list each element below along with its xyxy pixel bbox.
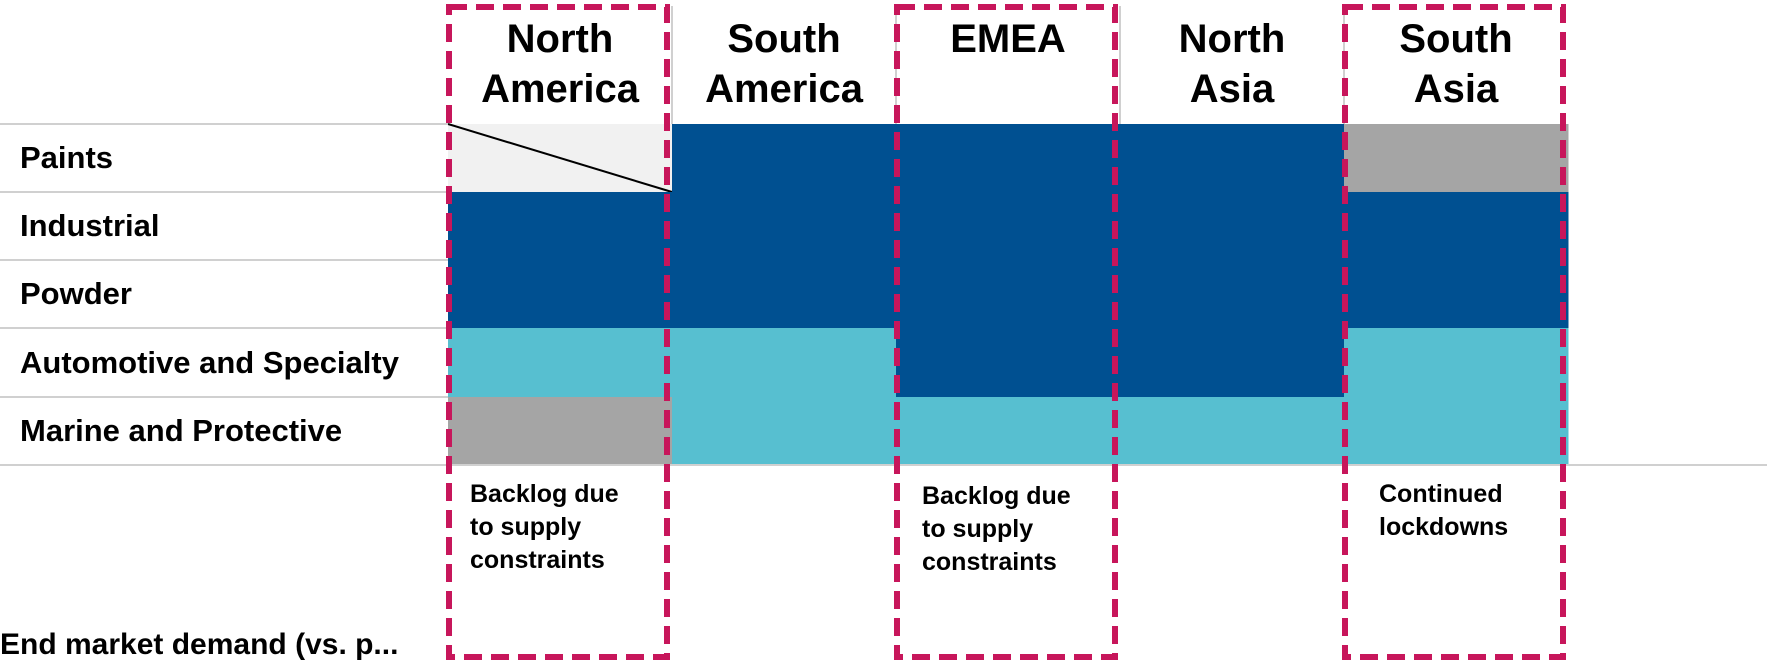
cell-automotive-and-specialty-south-asia <box>1344 328 1569 398</box>
region-header-south-asia: South Asia <box>1399 17 1513 111</box>
cell-paints-south-america <box>672 124 897 193</box>
segment-label-paints: Paints <box>20 140 114 175</box>
cell-automotive-and-specialty-emea <box>896 328 1121 398</box>
segment-label-powder: Powder <box>20 276 132 311</box>
cell-powder-south-asia <box>1344 260 1569 329</box>
cell-industrial-south-asia <box>1344 192 1569 261</box>
highlight-frame-emea <box>894 4 1118 660</box>
cell-powder-emea <box>896 260 1121 329</box>
cell-powder-north-asia <box>1120 260 1345 329</box>
highlight-note-south-asia: Continued lockdowns <box>1379 480 1509 541</box>
cell-marine-and-protective-north-america <box>448 397 673 466</box>
cell-paints-emea <box>896 124 1121 193</box>
cell-paints-south-asia <box>1344 124 1569 193</box>
cell-automotive-and-specialty-south-america <box>672 328 897 398</box>
highlight-note-north-america: Backlog due to supply constraints <box>470 480 619 574</box>
cell-powder-north-america <box>448 260 673 329</box>
cell-paints-north-asia <box>1120 124 1345 193</box>
cell-industrial-north-asia <box>1120 192 1345 261</box>
cell-marine-and-protective-south-america <box>672 397 897 466</box>
region-header-north-asia: North Asia <box>1178 17 1286 111</box>
highlight-frame-north-america <box>446 4 670 660</box>
cell-automotive-and-specialty-north-america <box>448 328 673 398</box>
region-header-north-america: North America <box>481 17 639 111</box>
highlight-frame-south-asia <box>1342 4 1566 660</box>
cell-marine-and-protective-north-asia <box>1120 397 1345 466</box>
cell-industrial-south-america <box>672 192 897 261</box>
segment-label-industrial: Industrial <box>20 208 160 243</box>
cell-marine-and-protective-emea <box>896 397 1121 466</box>
cell-industrial-emea <box>896 192 1121 261</box>
cell-marine-and-protective-south-asia <box>1344 397 1569 466</box>
segment-label-marine-and-protective: Marine and Protective <box>20 413 343 448</box>
cell-powder-south-america <box>672 260 897 329</box>
cell-automotive-and-specialty-north-asia <box>1120 328 1345 398</box>
cell-industrial-north-america <box>448 192 673 261</box>
region-header-south-america: South America <box>705 17 863 111</box>
footnote: End market demand (vs. p... <box>0 628 399 661</box>
region-header-emea: EMEA <box>950 17 1066 61</box>
segment-label-automotive-and-specialty: Automotive and Specialty <box>20 344 399 380</box>
not-applicable-diagonal <box>447 123 673 193</box>
highlight-note-emea: Backlog due to supply constraints <box>922 482 1071 576</box>
